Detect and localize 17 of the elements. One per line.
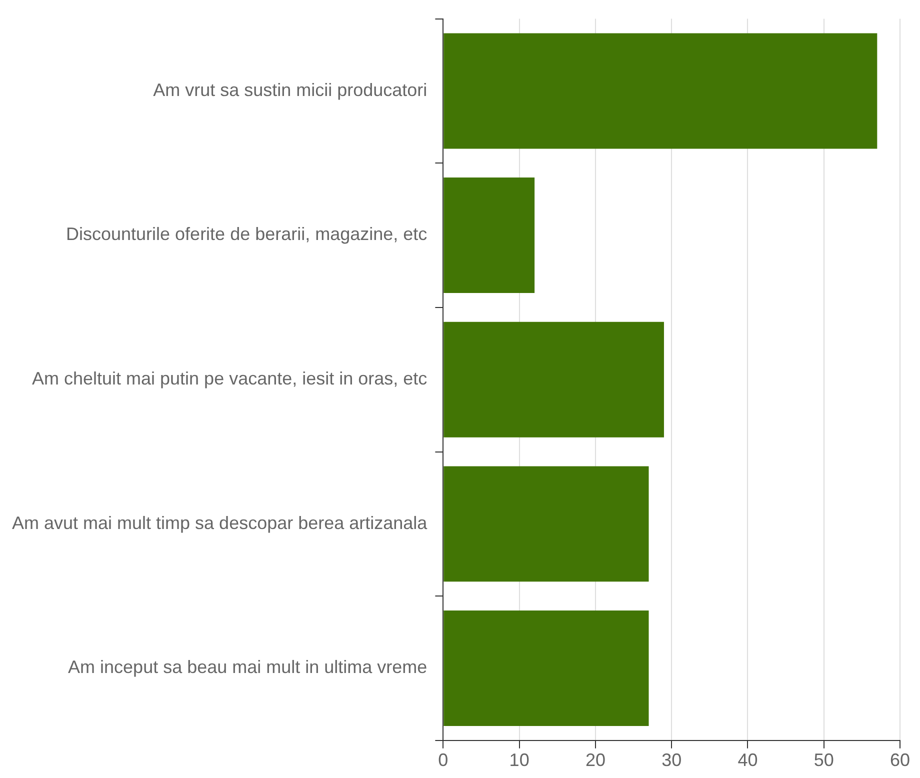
- x-tick-label: 0: [438, 750, 448, 770]
- bar: [444, 610, 649, 726]
- x-tick-label: 30: [662, 750, 682, 770]
- y-tick-label: Discounturile oferite de berarii, magazine, etc: [66, 224, 428, 244]
- y-tick-label: Am cheltuit mai putin pe vacante, iesit in oras, etc: [32, 368, 428, 389]
- bar: [444, 322, 664, 438]
- bar: [444, 33, 878, 149]
- x-tick-label: 10: [509, 750, 530, 770]
- y-tick-label: Am avut mai mult timp sa descopar berea artizanala: [12, 512, 428, 533]
- x-tick-label: 40: [738, 750, 758, 770]
- bar: [444, 466, 649, 582]
- x-tick-label: 60: [890, 750, 910, 770]
- y-tick-label: Am inceput sa beau mai mult in ultima vreme: [68, 657, 428, 678]
- y-tick-label: Am vrut sa sustin micii producatori: [153, 80, 428, 100]
- x-tick-label: 50: [814, 750, 834, 770]
- bar: [444, 178, 535, 294]
- x-tick-label: 20: [585, 750, 606, 770]
